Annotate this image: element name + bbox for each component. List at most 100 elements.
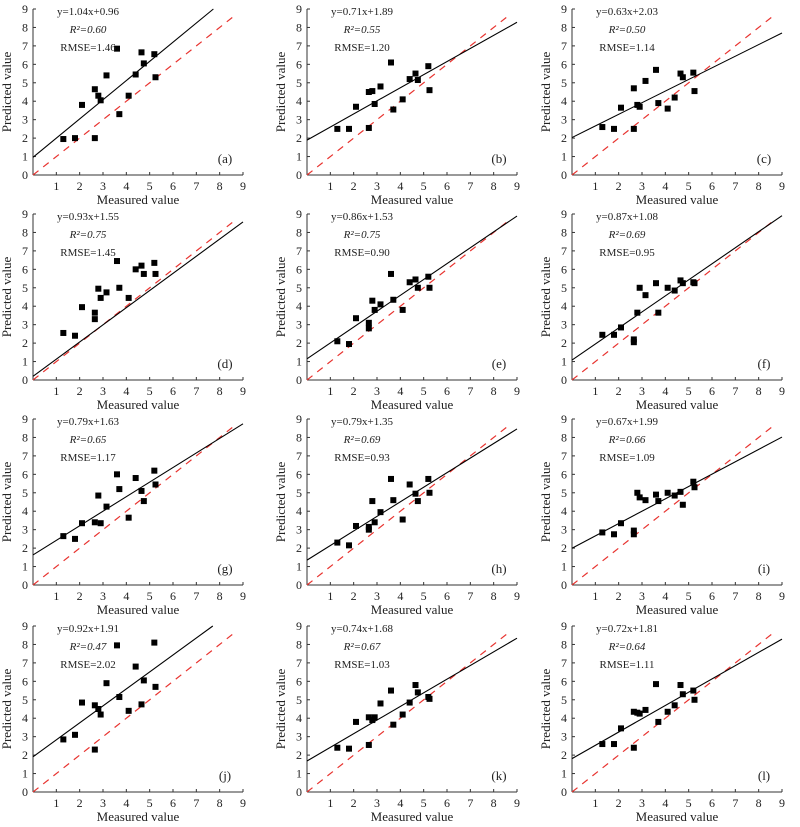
x-tick-label: 5 [147,796,153,810]
regression-line [32,221,244,377]
y-tick-label: 4 [22,504,28,518]
x-tick-label: 1 [592,179,598,193]
x-tick-label: 1 [592,796,598,810]
y-tick-label: 1 [296,767,302,781]
x-tick-label: 3 [374,179,380,193]
data-point [365,124,372,131]
data-point [399,711,406,718]
data-point [618,520,624,527]
y-tick-label: 2 [296,541,302,555]
x-tick-label: 8 [491,384,497,398]
data-point [346,125,352,132]
data-point [125,294,132,301]
x-tick-label: 2 [616,796,622,810]
regression-line [32,8,214,158]
x-tick-label: 4 [397,589,403,603]
data-point [377,301,384,308]
y-tick-label: 4 [561,504,567,518]
x-tick-label: 9 [240,589,246,603]
x-tick-label: 2 [351,796,357,810]
data-point [365,89,372,95]
y-tick-label: 2 [561,131,567,145]
scatter-panel-a: 1 2 3 4 5 6 7 8 9 0 1 2 3 4 5 6 7 8 9 Measured value Predict… [0,2,246,207]
x-tick-label: 5 [147,589,153,603]
data-point [677,70,684,77]
y-tick-label: 1 [22,150,28,164]
y-tick-label: 0 [22,578,28,592]
y-tick-label: 9 [561,207,567,221]
x-tick-label: 9 [514,384,520,398]
x-tick-label: 4 [662,589,668,603]
data-point [151,639,158,646]
rmse: RMSE=1.46 [60,42,116,54]
data-point [634,489,641,496]
data-point [690,687,697,694]
y-axis-label: Predicted value [273,257,288,338]
panel-label: (h) [491,561,506,576]
y-tick-label: 9 [22,2,28,16]
regression-equation: y=0.71x+1.89 [331,6,393,18]
data-point [406,279,413,286]
regression-equation: y=0.67x+1.99 [596,416,658,428]
data-point [642,292,649,299]
x-tick-label: 5 [147,384,153,398]
data-point [114,471,120,478]
y-tick-label: 0 [296,168,302,182]
y-tick-label: 4 [22,299,28,313]
data-point [414,284,421,291]
data-point [353,718,359,725]
x-tick-label: 2 [616,384,622,398]
scatter-panel-f: 1 2 3 4 5 6 7 8 9 0 1 2 3 4 5 6 7 8 9 Measured value Predict… [538,207,785,412]
data-point [346,341,352,348]
x-tick-label: 5 [686,589,692,603]
y-tick-label: 9 [561,2,567,16]
x-tick-label: 6 [170,796,176,810]
data-point [599,331,606,338]
x-tick-label: 5 [421,384,427,398]
rmse: RMSE=0.93 [334,452,390,464]
data-point [114,258,120,265]
data-point [406,481,413,488]
data-point [72,135,78,142]
data-point [377,700,384,707]
data-point [611,531,617,538]
data-point [655,100,662,107]
y-tick-label: 4 [296,94,302,108]
r-squared: R²=0.50 [608,24,646,36]
one-to-one-line [32,14,237,176]
x-tick-label: 9 [240,179,246,193]
data-point [91,86,98,93]
data-point [636,284,643,291]
data-point [388,475,394,482]
y-tick-label: 5 [22,486,28,500]
data-point [79,304,85,311]
y-tick-label: 1 [296,560,302,574]
x-tick-label: 6 [444,589,450,603]
y-tick-label: 4 [561,94,567,108]
data-point [151,467,158,474]
data-point [114,45,120,52]
data-point [664,489,671,496]
x-tick-label: 3 [100,384,106,398]
r-squared: R²=0.66 [608,434,646,446]
one-to-one-line [306,14,511,176]
y-axis-label: Predicted value [538,462,553,543]
data-point [152,270,159,277]
x-tick-label: 4 [662,384,668,398]
data-point [636,494,643,501]
data-point [655,718,662,725]
x-tick-label: 3 [639,179,645,193]
data-point [365,526,372,533]
x-tick-label: 5 [686,384,692,398]
y-tick-label: 0 [561,373,567,387]
panel-label: (k) [491,768,506,783]
data-point [406,699,413,706]
y-tick-label: 5 [296,486,302,500]
x-tick-label: 7 [193,796,199,810]
x-tick-label: 9 [240,796,246,810]
rmse: RMSE=0.95 [599,247,655,259]
x-tick-label: 4 [397,384,403,398]
x-tick-label: 9 [779,589,785,603]
x-tick-label: 4 [123,589,129,603]
one-to-one-line [32,424,237,586]
